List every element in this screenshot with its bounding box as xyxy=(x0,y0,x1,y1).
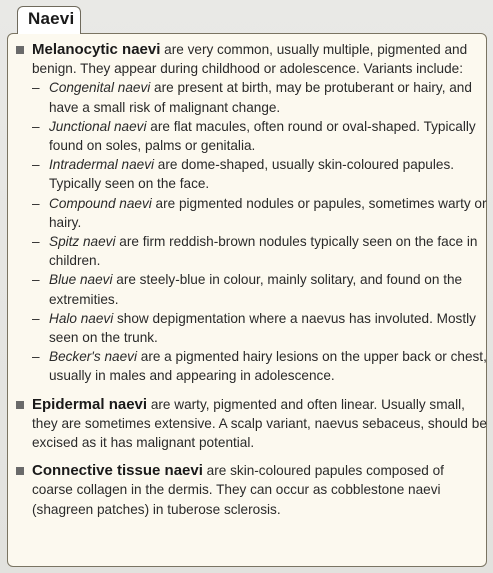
dash-icon: – xyxy=(32,80,40,96)
dash-icon: – xyxy=(32,349,40,365)
variant-text: are steely-blue in colour, mainly solita… xyxy=(49,272,463,307)
dash-icon: – xyxy=(32,272,40,288)
variant-text: are dome-shaped, usually skin-coloured p… xyxy=(49,157,455,192)
dash-icon: – xyxy=(32,234,40,250)
dash-icon: – xyxy=(32,157,40,173)
bullet-square-icon xyxy=(16,467,24,476)
dash-icon: – xyxy=(32,310,40,326)
melanocytic-term: Melanocytic naevi xyxy=(32,41,161,58)
spacer xyxy=(16,386,488,395)
variant-item: – Compound naevi are pigmented nodules o… xyxy=(16,194,488,232)
variant-item: – Halo naevi show depigmentation where a… xyxy=(16,309,488,347)
variant-item: – Spitz naevi are firm reddish-brown nod… xyxy=(16,232,488,270)
variant-text: show depigmentation where a naevus has i… xyxy=(49,310,476,346)
bullet-square-icon xyxy=(16,46,24,54)
variant-item: – Intradermal naevi are dome-shaped, usu… xyxy=(16,155,488,193)
variant-term: Becker's naevi xyxy=(49,349,137,365)
variant-text: are present at birth, may be protuberant… xyxy=(49,80,472,115)
variant-item: – Blue naevi are steely-blue in colour, … xyxy=(16,270,488,308)
epidermal-term: Epidermal naevi xyxy=(32,395,148,413)
dash-icon: – xyxy=(32,195,40,211)
box-content: Melanocytic naevi are very common, usual… xyxy=(16,40,488,519)
epidermal-section: Epidermal naevi are warty, pigmented and… xyxy=(16,395,488,453)
melanocytic-text: are very common, usually multiple, pigme… xyxy=(32,42,468,77)
spacer xyxy=(16,452,488,461)
box-title: Naevi xyxy=(28,9,75,28)
connective-section: Connective tissue naevi are skin-coloure… xyxy=(16,461,488,519)
variant-text: are flat macules, often round or oval-sh… xyxy=(49,118,476,154)
connective-text: are skin-coloured papules composed of co… xyxy=(32,463,444,517)
dash-icon: – xyxy=(32,118,40,134)
variant-list: – Congenital naevi are present at birth,… xyxy=(16,78,488,385)
variant-term: Junctional naevi xyxy=(49,118,147,134)
variant-term: Spitz naevi xyxy=(49,234,116,250)
naevi-info-box xyxy=(7,33,487,567)
variant-term: Blue naevi xyxy=(49,272,113,288)
variant-text: are firm reddish-brown nodules typically… xyxy=(49,234,478,269)
variant-text: are a pigmented hairy lesions on the upp… xyxy=(49,349,487,384)
variant-term: Compound naevi xyxy=(49,195,152,211)
epidermal-text: are warty, pigmented and often linear. U… xyxy=(32,396,487,451)
melanocytic-section: Melanocytic naevi are very common, usual… xyxy=(16,40,488,78)
variant-term: Halo naevi xyxy=(49,310,114,326)
variant-term: Intradermal naevi xyxy=(49,157,155,173)
bullet-square-icon xyxy=(16,400,24,409)
variant-item: – Congenital naevi are present at birth,… xyxy=(16,78,488,116)
box-title-tab: Naevi xyxy=(17,6,81,34)
variant-term: Congenital naevi xyxy=(49,80,151,96)
variant-item: – Junctional naevi are flat macules, oft… xyxy=(16,117,488,155)
connective-term: Connective tissue naevi xyxy=(32,462,203,480)
variant-text: are pigmented nodules or papules, someti… xyxy=(49,195,487,230)
variant-item: – Becker's naevi are a pigmented hairy l… xyxy=(16,347,488,385)
